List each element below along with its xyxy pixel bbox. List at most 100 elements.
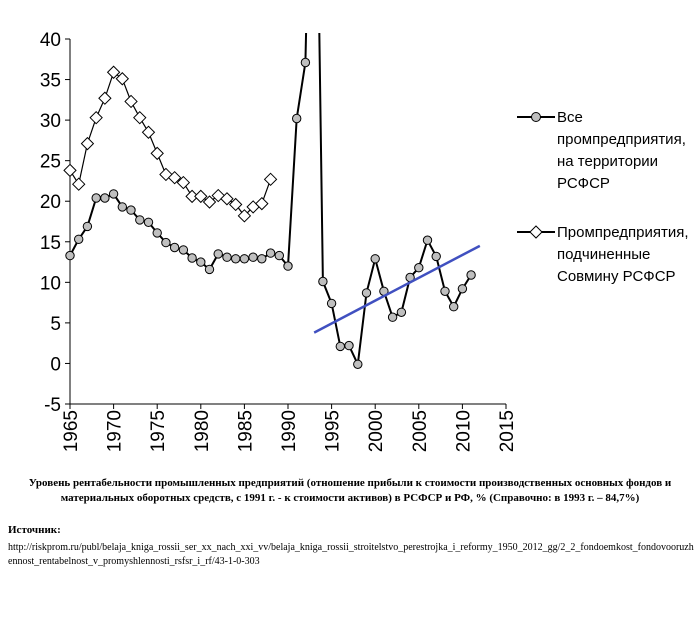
series-sovmin-point [176, 175, 191, 190]
series-all-enterprises-point [231, 254, 241, 264]
series-all-enterprises-point [431, 251, 441, 262]
trend-line [313, 244, 481, 334]
legend-text-2-line-2: подчиненные [557, 246, 650, 263]
x-tick-label: 1985 [235, 410, 256, 452]
series-all-enterprises-point [239, 254, 250, 264]
series-all-enterprises-point [178, 245, 189, 255]
series-sovmin-point [80, 136, 95, 151]
series-all-enterprises-point [387, 312, 398, 322]
series-all-enterprises-point [449, 302, 459, 312]
series-all-enterprises-point [196, 257, 206, 267]
series-all-enterprises-point [117, 202, 128, 212]
series-all-enterprises-point [353, 359, 363, 369]
series-all-enterprises-point [396, 307, 407, 317]
series-all-enterprises-point [204, 264, 215, 275]
legend-text-1-line-3: на территории [557, 153, 658, 170]
series-all-enterprises-point [326, 298, 337, 309]
series-sovmin-point [185, 189, 199, 204]
x-tick-label: 1970 [105, 410, 126, 452]
series-sovmin-point [228, 197, 243, 212]
series-all-enterprises-point [100, 193, 110, 203]
series-sovmin-line [69, 71, 272, 217]
legend-diamond-marker-icon [529, 225, 543, 239]
series-sovmin-point [141, 125, 156, 139]
series-sovmin-point [167, 170, 182, 185]
series-all-enterprises-point [466, 270, 476, 280]
y-tick-label: 0 [50, 354, 61, 375]
legend-text-1-line-1: Все [557, 109, 583, 126]
series-sovmin-point [133, 110, 147, 125]
series-sovmin-point [98, 91, 112, 105]
x-tick-label: 2005 [410, 410, 431, 452]
legend-text-2-line-1: Промпредприятия, [557, 224, 689, 241]
series-sovmin-point [106, 65, 121, 79]
y-tick-label: 15 [40, 233, 61, 254]
series-all-enterprises-point [440, 286, 450, 296]
series-all-enterprises-point [370, 254, 380, 264]
x-tick-label: 1995 [323, 410, 344, 452]
series-sovmin-point [63, 163, 77, 178]
series-all-enterprises-point [344, 340, 354, 351]
series-sovmin-point [124, 94, 138, 109]
series-sovmin-point [159, 167, 173, 182]
x-tick-label: 1975 [148, 410, 169, 452]
legend-circle-marker-icon [531, 112, 541, 122]
legend-item-sovmin-enterprises: Промпредприятия, подчиненные Совмину РСФ… [517, 224, 689, 285]
legend-item-all-enterprises: Все промпредприятия, на территории РСФСР [517, 109, 686, 192]
y-tick-label: 25 [40, 152, 61, 173]
series-all-enterprises-line [318, 33, 472, 368]
series-all-enterprises-point [82, 221, 93, 232]
series-all-enterprises-point [213, 249, 223, 259]
y-tick-label: 35 [40, 71, 61, 92]
series-sovmin-point [202, 195, 217, 209]
series-sovmin-point [255, 196, 269, 211]
series-sovmin-point [72, 177, 86, 191]
series-all-enterprises-point [361, 288, 372, 298]
x-tick-label: 1980 [192, 410, 213, 452]
y-tick-label: 40 [40, 30, 61, 51]
series-sovmin-point [115, 72, 130, 86]
series-all-enterprises-point [274, 250, 284, 261]
series-all-enterprises-point [248, 252, 258, 262]
series-all-enterprises-point [126, 205, 136, 215]
series-all-enterprises-point [457, 284, 468, 294]
x-tick-label: 1965 [61, 410, 82, 452]
series-sovmin-point [89, 110, 103, 125]
series-all-enterprises-point [283, 261, 293, 271]
series-sovmin-point [150, 146, 164, 161]
legend: Все промпредприятия, на территории РСФСР… [517, 109, 689, 285]
y-tick-label: 20 [40, 192, 61, 213]
series-all-enterprises-point [292, 113, 302, 124]
series-all-enterprises-point [187, 253, 197, 263]
series-all-enterprises-point [65, 250, 75, 261]
series-all-enterprises-point [318, 276, 328, 287]
legend-text-1-line-4: РСФСР [557, 175, 610, 192]
x-tick-label: 2010 [453, 410, 474, 452]
y-tick-label: 5 [50, 314, 61, 335]
x-tick-label: 2000 [366, 410, 387, 452]
series-all-enterprises-point [300, 57, 311, 68]
series-all-enterprises-point [91, 193, 101, 203]
series-all-enterprises-point [161, 237, 171, 248]
chart-caption: Уровень рентабельности промышленных пред… [28, 477, 672, 504]
series-all-enterprises-point [135, 215, 145, 225]
series-all-enterprises-point [108, 189, 119, 199]
legend-text-1-line-2: промпредприятия, [557, 131, 686, 148]
series-all-enterprises-point [265, 248, 276, 258]
series-all-enterprises-point [152, 228, 162, 238]
marker-layer [63, 57, 481, 369]
source-url[interactable]: http://riskprom.ru/publ/belaja_kniga_ros… [8, 542, 694, 567]
series-sovmin-point [263, 172, 278, 187]
series-all-enterprises-point [169, 242, 180, 253]
series-all-enterprises-point [422, 235, 433, 245]
series-sovmin-point [194, 189, 208, 204]
series-all-enterprises-point [414, 263, 424, 273]
source-label: Источник: [8, 524, 61, 536]
series-sovmin-point [220, 192, 234, 206]
x-tick-label: 2015 [497, 410, 518, 452]
y-tick-label: -5 [44, 395, 61, 416]
series-all-enterprises-point [222, 252, 232, 262]
series-sovmin-point [237, 209, 252, 223]
